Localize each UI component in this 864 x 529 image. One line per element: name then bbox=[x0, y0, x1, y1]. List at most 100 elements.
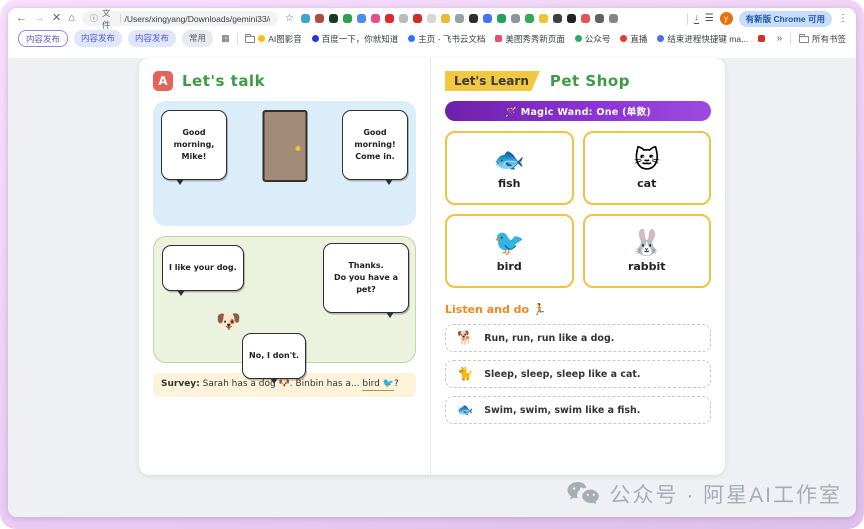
extension-icon[interactable] bbox=[496, 14, 506, 23]
bubble-text: Thanks. Do you have a pet? bbox=[333, 261, 399, 294]
bookmark-item[interactable]: AI图影音 bbox=[245, 33, 302, 45]
listen-row: 🐕 Run, run, run like a dog. bbox=[445, 324, 711, 352]
all-bookmarks-item[interactable]: 所有书签 bbox=[798, 33, 846, 45]
chrome-update-button[interactable]: 有新版 Chrome 可用 bbox=[738, 10, 832, 27]
extension-icon[interactable] bbox=[468, 14, 478, 23]
pet-card: 🐰 rabbit bbox=[582, 214, 711, 288]
lets-talk-title: Let's talk bbox=[182, 72, 266, 90]
watermark: 公众号 · 阿星AI工作室 bbox=[566, 479, 842, 509]
extension-icon[interactable] bbox=[370, 14, 380, 23]
lets-learn-badge: Let's Learn bbox=[445, 71, 540, 91]
home-icon[interactable]: ⌂ bbox=[68, 12, 75, 24]
bookmark-item[interactable]: 公众号 bbox=[574, 33, 610, 45]
pet-emoji: 🐰 bbox=[631, 227, 663, 257]
bubble-tail bbox=[176, 179, 184, 185]
tab-groups-grid-icon[interactable]: ▦ bbox=[221, 33, 229, 43]
extension-icon[interactable] bbox=[580, 14, 590, 23]
url-text[interactable]: /Users/xingyang/Downloads/gemini33/gemni… bbox=[124, 13, 270, 24]
extension-icon[interactable] bbox=[524, 14, 534, 23]
back-icon[interactable]: ← bbox=[16, 12, 27, 24]
page-info-icon[interactable]: ⓘ bbox=[89, 14, 98, 23]
extension-icon[interactable] bbox=[594, 14, 604, 23]
reading-list-icon[interactable]: ☰ bbox=[704, 12, 714, 24]
survey-line: Survey: Sarah has a dog 🐶. Binbin has a.… bbox=[153, 373, 416, 397]
extension-icon[interactable] bbox=[440, 14, 450, 23]
tab-group-pill[interactable]: 内容发布 bbox=[74, 30, 123, 47]
forward-icon[interactable]: → bbox=[34, 12, 45, 24]
extension-icon[interactable] bbox=[566, 14, 576, 23]
folder-icon bbox=[798, 33, 809, 43]
listen-rows: 🐕 Run, run, run like a dog. 🐈 Sleep, sle… bbox=[445, 324, 711, 424]
extension-icon[interactable] bbox=[398, 14, 408, 23]
extension-icon[interactable] bbox=[356, 14, 366, 23]
bookmark-label: 结束进程快捷键 ma... bbox=[667, 33, 749, 44]
bubble-text: I like your dog. bbox=[169, 263, 237, 272]
bookmark-label: 主页 - 飞书云文档 bbox=[418, 33, 486, 44]
profile-avatar[interactable]: y bbox=[719, 12, 733, 25]
all-bookmarks-label: 所有书签 bbox=[811, 33, 846, 44]
tab-group-pill[interactable]: 内容发布 bbox=[18, 30, 69, 47]
tab-group-pills: 内容发布 内容发布 内容发布 常用 bbox=[18, 30, 214, 47]
tab-group-pill[interactable]: 常用 bbox=[182, 30, 214, 47]
browser-menu-icon[interactable]: ⋮ bbox=[838, 13, 848, 24]
bookmark-favicon bbox=[758, 35, 766, 42]
animal-emoji: 🐟 bbox=[457, 402, 474, 418]
extension-icon[interactable] bbox=[538, 14, 548, 23]
bookmark-item[interactable]: 千帆 bbox=[758, 33, 767, 45]
bookmark-favicon bbox=[258, 35, 266, 42]
extension-icon[interactable] bbox=[552, 14, 562, 23]
toolbar-right-cluster: ↓ ☰ y 有新版 Chrome 可用 ⋮ bbox=[687, 10, 848, 27]
tab-group-pill[interactable]: 内容发布 bbox=[128, 30, 177, 47]
bookmark-favicon bbox=[408, 35, 416, 42]
bookmark-favicon bbox=[495, 35, 503, 42]
extension-icon[interactable] bbox=[608, 14, 618, 23]
pet-card: 🐱 cat bbox=[582, 131, 711, 205]
bookmark-favicon bbox=[574, 35, 582, 42]
stop-icon[interactable]: ✕ bbox=[52, 12, 62, 24]
bookmark-item[interactable]: 百度一下，你就知道 bbox=[311, 33, 398, 45]
extension-icon[interactable] bbox=[454, 14, 464, 23]
bookmarks-divider-2 bbox=[790, 32, 791, 45]
extension-icon[interactable] bbox=[426, 14, 436, 23]
bookmarks-overflow-icon[interactable]: » bbox=[776, 33, 783, 44]
bubble-tail bbox=[270, 378, 278, 384]
extension-icon[interactable] bbox=[412, 14, 422, 23]
listen-row: 🐈 Sleep, sleep, sleep like a cat. bbox=[445, 360, 711, 388]
pet-card: 🐦 bird bbox=[445, 214, 574, 288]
bubble-tail bbox=[386, 312, 394, 318]
address-bar[interactable]: ⓘ 文件 /Users/xingyang/Downloads/gemini33/… bbox=[81, 8, 278, 30]
extension-icon[interactable] bbox=[384, 14, 394, 23]
extension-icon[interactable] bbox=[314, 14, 324, 23]
bookmark-item[interactable]: 结束进程快捷键 ma... bbox=[657, 33, 748, 45]
listen-and-do-title: Listen and do 🏃 bbox=[445, 303, 547, 316]
listen-row: 🐟 Swim, swim, swim like a fish. bbox=[445, 396, 711, 424]
toolbar-divider bbox=[687, 12, 689, 25]
door-scene: Good morning, Mike! Good morning! Come i… bbox=[153, 101, 416, 226]
extension-icon[interactable] bbox=[510, 14, 520, 23]
bookmark-item[interactable]: 直播 bbox=[620, 33, 647, 45]
bookmark-item[interactable]: 主页 - 飞书云文档 bbox=[408, 33, 485, 45]
pet-card: 🐟 fish bbox=[445, 131, 574, 205]
speech-bubble: Good morning, Mike! bbox=[161, 110, 227, 185]
extension-icon[interactable] bbox=[300, 14, 310, 23]
survey-question-mark: ? bbox=[393, 379, 399, 389]
bookmarks-bar: 内容发布 内容发布 内容发布 常用 ▦ AI图影音 百度一下，你就知道 bbox=[8, 29, 856, 48]
wechat-icon bbox=[567, 482, 600, 505]
door-illustration bbox=[262, 110, 307, 182]
extension-icon[interactable] bbox=[482, 14, 492, 23]
extension-icon[interactable] bbox=[342, 14, 352, 23]
folder-icon bbox=[245, 33, 256, 43]
downloads-icon[interactable]: ↓ bbox=[694, 12, 699, 24]
listen-row-text: Swim, swim, swim like a fish. bbox=[484, 404, 641, 416]
bookmark-item[interactable]: 美图秀秀新页面 bbox=[495, 33, 565, 45]
speech-bubble: Good morning! Come in. bbox=[342, 110, 408, 185]
extension-icon[interactable] bbox=[328, 14, 338, 23]
pet-emoji: 🐟 bbox=[493, 144, 525, 174]
bubble-tail bbox=[385, 179, 393, 185]
lesson-card: A Let's talk Good morning, Mike! Good mo… bbox=[139, 58, 725, 475]
pet-label: rabbit bbox=[627, 259, 666, 273]
bookmark-items: AI图影音 百度一下，你就知道 主页 - 飞书云文档 bbox=[245, 33, 767, 45]
bookmark-star-icon[interactable]: ☆ bbox=[284, 13, 294, 24]
pet-dialog-scene: I like your dog. Thanks. Do you have a p… bbox=[153, 236, 416, 384]
